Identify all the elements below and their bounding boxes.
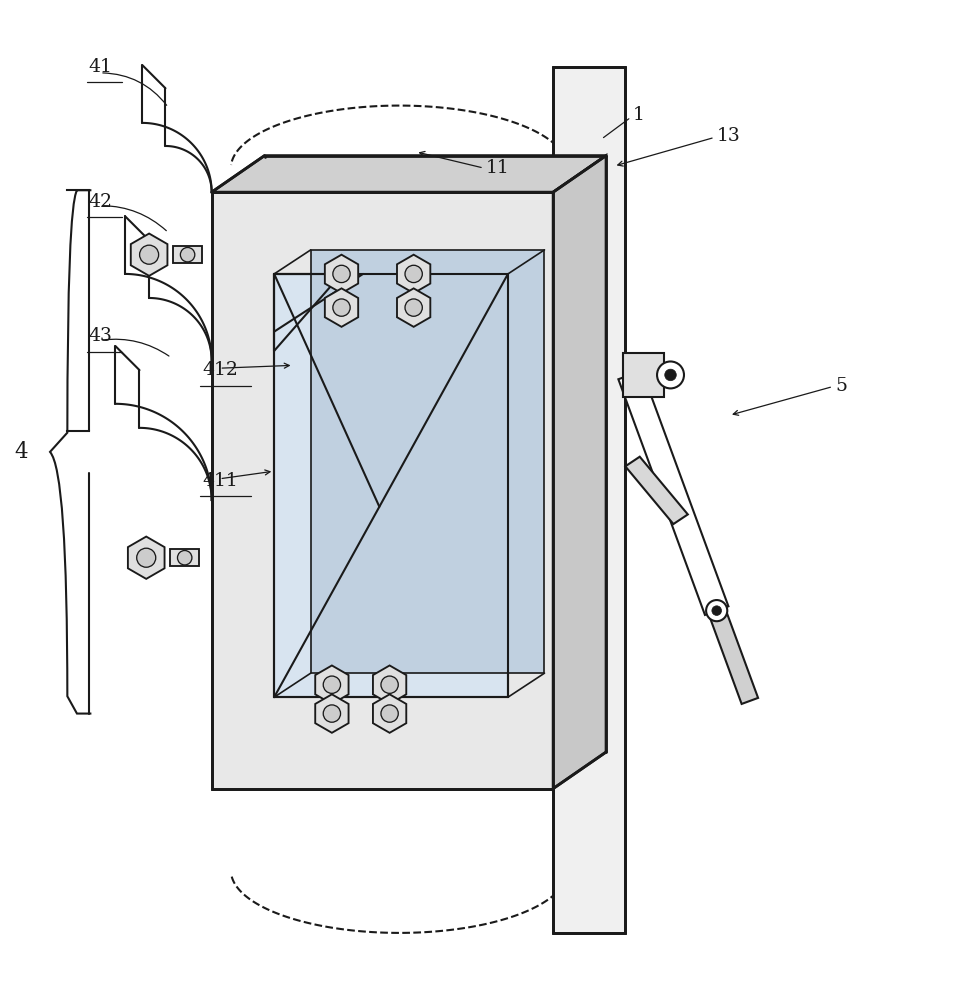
Polygon shape (131, 234, 167, 276)
Polygon shape (211, 156, 605, 192)
Text: 13: 13 (716, 127, 740, 145)
Polygon shape (325, 255, 357, 293)
Text: 5: 5 (834, 377, 846, 395)
Circle shape (705, 600, 727, 621)
Polygon shape (211, 192, 553, 789)
Circle shape (664, 369, 676, 381)
Text: 411: 411 (202, 472, 237, 490)
Circle shape (656, 361, 683, 388)
Bar (553, 67, 625, 933)
Circle shape (323, 676, 340, 693)
Polygon shape (310, 250, 544, 673)
Text: 41: 41 (88, 58, 112, 76)
Circle shape (136, 548, 156, 567)
Text: 43: 43 (88, 327, 112, 345)
Polygon shape (553, 156, 605, 789)
Circle shape (180, 247, 194, 262)
Bar (173, 246, 202, 263)
Polygon shape (373, 665, 406, 704)
Circle shape (381, 705, 398, 722)
Bar (623, 353, 663, 397)
Text: 4: 4 (14, 441, 28, 463)
Polygon shape (274, 274, 507, 697)
Circle shape (139, 245, 159, 264)
Circle shape (405, 299, 422, 316)
Circle shape (177, 551, 191, 565)
Polygon shape (315, 694, 348, 733)
Text: 11: 11 (485, 159, 509, 177)
Circle shape (333, 265, 350, 283)
Text: 1: 1 (632, 106, 644, 124)
Text: 412: 412 (202, 361, 237, 379)
Polygon shape (315, 665, 348, 704)
Circle shape (711, 606, 721, 615)
Polygon shape (373, 694, 406, 733)
Circle shape (333, 299, 350, 316)
Circle shape (405, 265, 422, 283)
Polygon shape (707, 608, 757, 704)
Circle shape (323, 705, 340, 722)
Polygon shape (625, 457, 687, 524)
Polygon shape (325, 288, 357, 327)
Polygon shape (397, 255, 430, 293)
Polygon shape (397, 288, 430, 327)
Polygon shape (128, 537, 164, 579)
Polygon shape (618, 371, 727, 615)
Bar (170, 549, 199, 566)
Text: 42: 42 (88, 193, 112, 211)
Circle shape (381, 676, 398, 693)
